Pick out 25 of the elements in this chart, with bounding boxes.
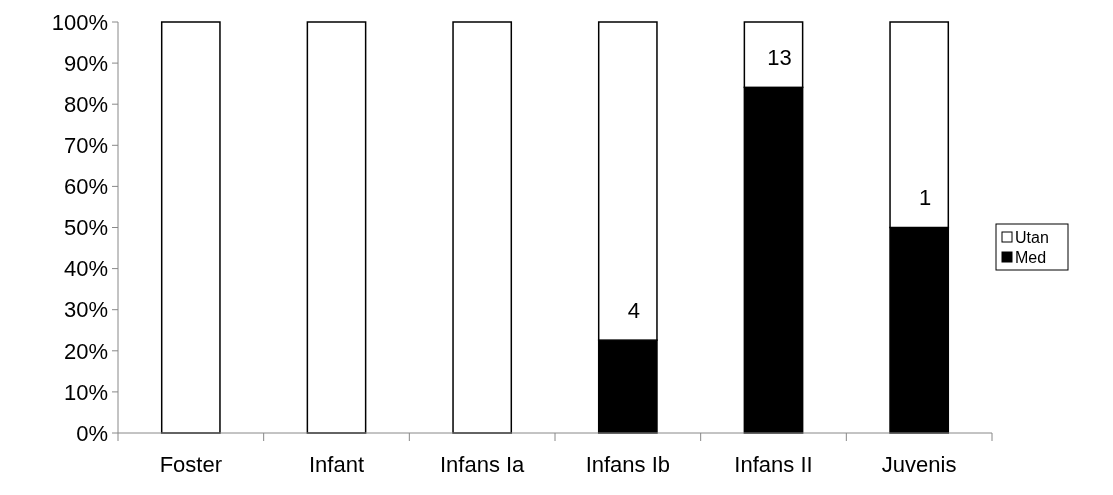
annotation: 4 <box>627 297 640 323</box>
annotation: 13 <box>767 45 792 71</box>
y-tick-label: 50% <box>63 215 108 241</box>
bar <box>306 21 367 434</box>
x-tick-label: Foster <box>159 452 223 477</box>
bar <box>160 21 221 434</box>
x-tick-label: Infans II <box>734 452 813 477</box>
y-tick-label: 80% <box>63 91 108 117</box>
legend-label: Utan <box>1015 228 1049 246</box>
bar <box>452 21 513 434</box>
x-tick-label: Juvenis <box>881 452 957 477</box>
x-tick-label: Infans Ia <box>439 452 526 477</box>
legend-label: Med <box>1015 248 1047 266</box>
x-tick-label: Infans Ib <box>585 452 671 477</box>
y-tick-label: 0% <box>76 420 108 446</box>
y-tick-label: 90% <box>63 50 108 76</box>
y-tick-label: 100% <box>51 9 108 35</box>
x-tick-label: Infant <box>308 452 365 477</box>
y-tick-label: 10% <box>63 379 108 405</box>
annotation: 1 <box>919 185 932 211</box>
y-tick-label: 40% <box>63 256 108 282</box>
y-tick-label: 70% <box>63 133 108 158</box>
y-tick-label: 20% <box>63 338 108 364</box>
y-tick-label: 30% <box>63 297 108 323</box>
y-tick-label: 60% <box>63 174 108 200</box>
